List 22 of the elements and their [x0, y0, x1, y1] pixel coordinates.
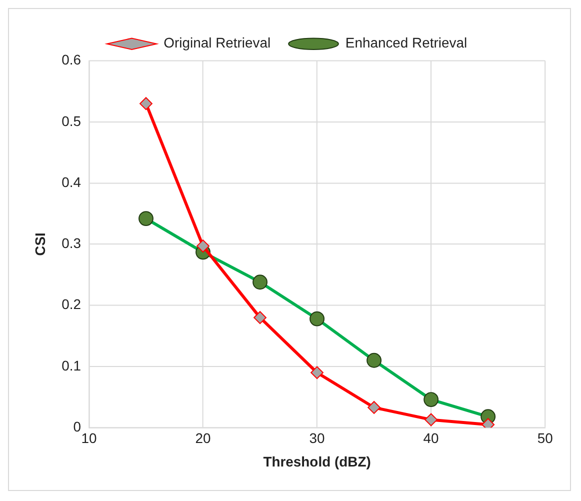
point [196, 240, 210, 253]
y-tick-label: 0.4 [62, 174, 82, 190]
legend-label: Enhanced Retrieval [345, 34, 468, 51]
point [254, 311, 266, 324]
x-tick-label: 30 [309, 430, 326, 446]
legend-label: Original Retrieval [164, 34, 271, 51]
y-tick-label: 0.2 [62, 296, 82, 312]
y-tick-label: 0.5 [62, 112, 82, 129]
x-tick-label: 10 [81, 430, 97, 446]
x-tick-label: 50 [537, 430, 554, 446]
y-tick-label: 0.6 [62, 52, 82, 68]
point [424, 413, 438, 426]
point [140, 97, 152, 110]
y-tick-label: 0.3 [62, 235, 82, 252]
y-tick-label: 0 [73, 418, 82, 434]
y-tick-label: 0.1 [62, 357, 82, 374]
y-axis-title: CSI [32, 232, 48, 256]
x-axis-title: Threshold (dBZ) [263, 454, 371, 470]
x-tick-label: 20 [195, 430, 211, 446]
x-tick-label: 40 [423, 430, 440, 446]
point [310, 366, 324, 380]
point [368, 401, 381, 414]
